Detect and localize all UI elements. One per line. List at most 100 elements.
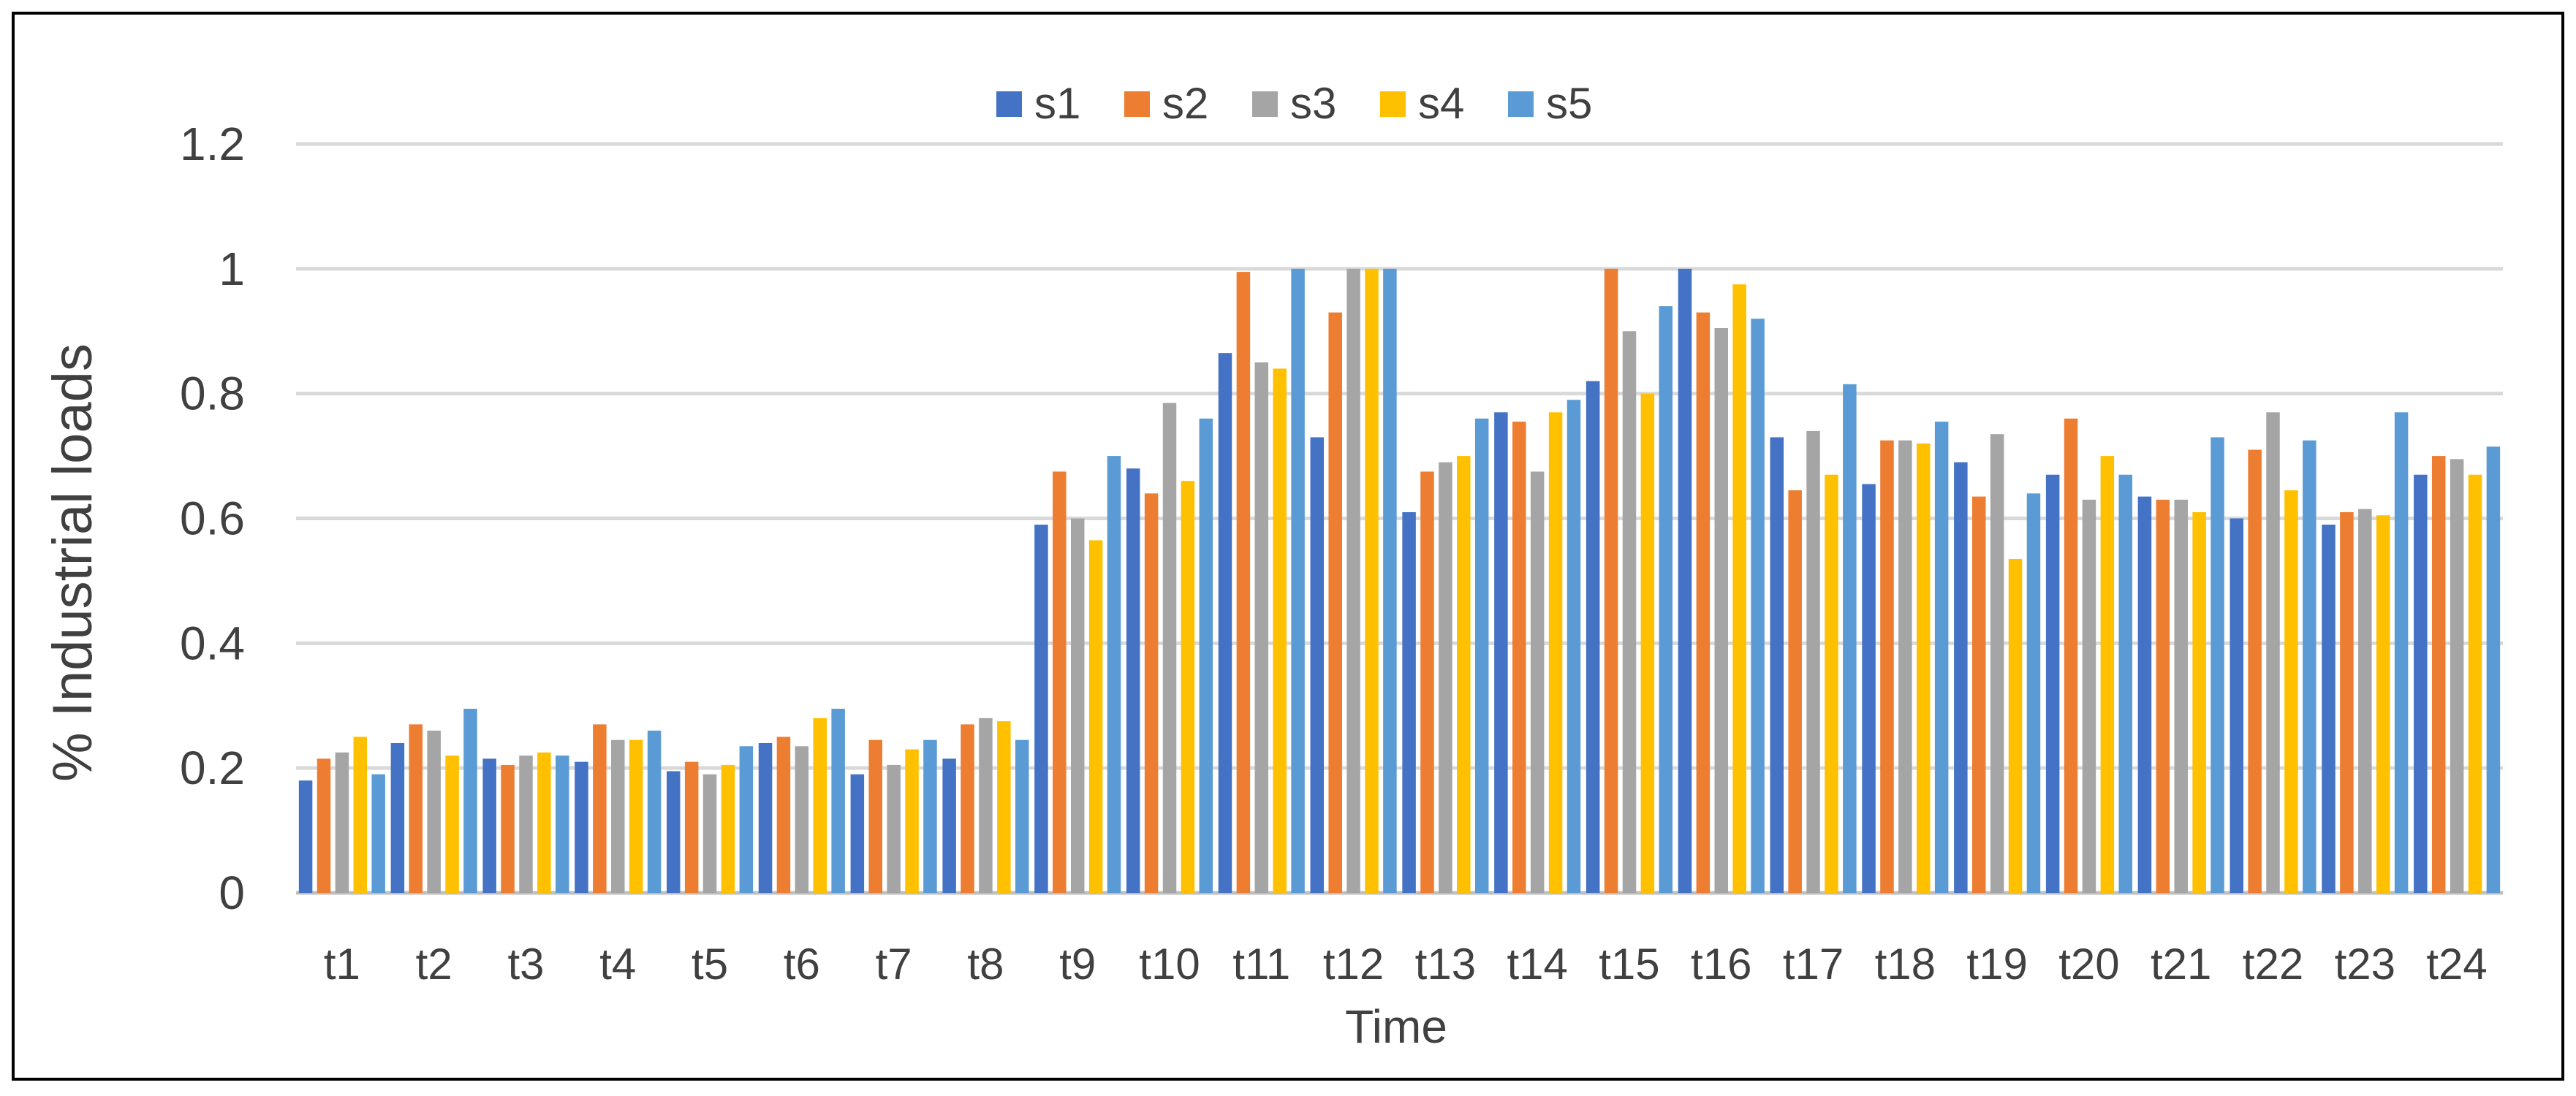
bar-s4-t5	[721, 764, 735, 893]
bar-s4-t10	[1181, 481, 1195, 893]
x-tick-label: t20	[2058, 940, 2119, 989]
bar-s2-t19	[1972, 496, 1986, 893]
gridlines	[296, 142, 2503, 895]
bar-s1-t8	[942, 758, 956, 893]
bar-s4-t1	[353, 737, 368, 893]
y-tick-label: 0.2	[180, 742, 245, 794]
bar-s5-t4	[647, 730, 662, 893]
bar-s2-t14	[1512, 422, 1526, 893]
x-tick-label: t11	[1232, 940, 1290, 989]
bar-s3-t19	[1990, 434, 2004, 893]
y-tick-label: 0.6	[180, 492, 245, 545]
bar-s1-t15	[1586, 381, 1600, 893]
legend: s1 s2 s3 s4 s5	[996, 79, 1592, 128]
legend-item-s2: s2	[1124, 79, 1208, 128]
bar-s3-t16	[1714, 327, 1729, 894]
bar-s2-t24	[2431, 456, 2446, 893]
bar-s5-t11	[1291, 268, 1305, 894]
bar-s5-t15	[1659, 306, 1673, 894]
bar-s1-t2	[390, 743, 405, 893]
y-tick-label: 1	[219, 243, 245, 295]
bar-s1-t4	[575, 761, 588, 894]
legend-label: s4	[1418, 79, 1464, 128]
bar-s2-t5	[684, 761, 699, 894]
bar-s2-t6	[776, 737, 791, 893]
x-axis-ticks: t1 t2 t3 t4 t5 t6 t7 t8 t9 t10 t11 t12 t13 t14 t15 t16 t…	[324, 940, 2488, 989]
bar-s3-t5	[702, 774, 717, 893]
x-tick-label: t6	[784, 940, 820, 989]
bar-s2-t1	[317, 758, 331, 893]
bar-s5-t20	[2118, 474, 2132, 893]
bar-s5-t23	[2394, 412, 2409, 893]
x-tick-label: t4	[599, 940, 636, 989]
bar-s1-t1	[298, 780, 313, 893]
bar-s1-t18	[1862, 484, 1876, 893]
y-tick-label: 0	[219, 867, 245, 919]
bar-s5-t22	[2303, 440, 2316, 893]
x-tick-label: t8	[967, 940, 1004, 989]
bar-s5-t8	[1015, 739, 1029, 893]
x-tick-label: t5	[692, 940, 728, 989]
bar-s3-t18	[1898, 440, 1912, 893]
bar-s5-t1	[371, 774, 385, 893]
legend-label: s5	[1546, 79, 1592, 128]
bar-s1-t5	[667, 771, 681, 893]
bar-s4-t14	[1548, 412, 1563, 893]
legend-label: s2	[1162, 79, 1208, 128]
x-tick-label: t9	[1059, 940, 1096, 989]
bar-s1-t23	[2322, 525, 2336, 893]
x-tick-label: t13	[1415, 940, 1476, 989]
x-tick-label: t19	[1966, 940, 2027, 989]
legend-item-s4: s4	[1380, 79, 1464, 128]
bar-s5-t5	[739, 746, 754, 893]
bar-s2-t15	[1604, 268, 1618, 894]
bar-s4-t8	[997, 721, 1011, 893]
x-tick-label: t7	[876, 940, 912, 989]
bar-s3-t15	[1622, 331, 1637, 893]
bar-s4-t17	[1825, 474, 1838, 893]
y-tick-label: 0.4	[180, 617, 245, 669]
bar-s3-t2	[427, 730, 441, 893]
bar-s3-t11	[1254, 362, 1269, 894]
bar-s5-t16	[1751, 319, 1765, 893]
bar-s3-t7	[887, 764, 901, 893]
bar-s4-t18	[1917, 444, 1931, 893]
bar-s2-t3	[501, 764, 515, 893]
bar-s1-t14	[1494, 412, 1508, 893]
bar-s5-t9	[1107, 456, 1121, 893]
bar-s5-t14	[1567, 400, 1581, 893]
bar-s2-t13	[1420, 471, 1434, 893]
bar-s5-t12	[1383, 268, 1397, 894]
legend-swatch	[1124, 91, 1150, 117]
bar-s4-t22	[2284, 490, 2298, 893]
legend-item-s5: s5	[1508, 79, 1592, 128]
bar-s5-t3	[556, 756, 569, 893]
bar-s3-t20	[2082, 499, 2096, 894]
x-tick-label: t10	[1139, 940, 1200, 989]
legend-swatch	[1380, 91, 1406, 117]
bar-s5-t18	[1934, 422, 1949, 893]
bar-s1-t13	[1402, 511, 1416, 893]
bar-s5-t7	[923, 739, 937, 893]
x-axis-title: Time	[1345, 1000, 1447, 1053]
bar-s1-t7	[850, 774, 865, 893]
y-tick-label: 0.8	[180, 368, 245, 420]
bar-s2-t2	[409, 724, 423, 894]
bar-s4-t19	[2008, 559, 2023, 893]
bar-s3-t4	[611, 739, 625, 893]
legend-label: s1	[1034, 79, 1080, 128]
bar-s5-t19	[2026, 493, 2041, 893]
bar-s1-t11	[1218, 353, 1232, 893]
bar-s2-t21	[2156, 499, 2170, 894]
bar-s4-t13	[1457, 456, 1471, 893]
bar-s4-t6	[813, 718, 827, 893]
legend-item-s1: s1	[996, 79, 1080, 128]
bar-s5-t17	[1843, 384, 1857, 893]
legend-swatch	[1508, 91, 1534, 117]
bar-s1-t12	[1310, 437, 1325, 893]
bar-s2-t22	[2248, 449, 2262, 893]
bar-s5-t6	[831, 709, 845, 893]
legend-item-s3: s3	[1252, 79, 1336, 128]
x-tick-label: t18	[1875, 940, 1936, 989]
